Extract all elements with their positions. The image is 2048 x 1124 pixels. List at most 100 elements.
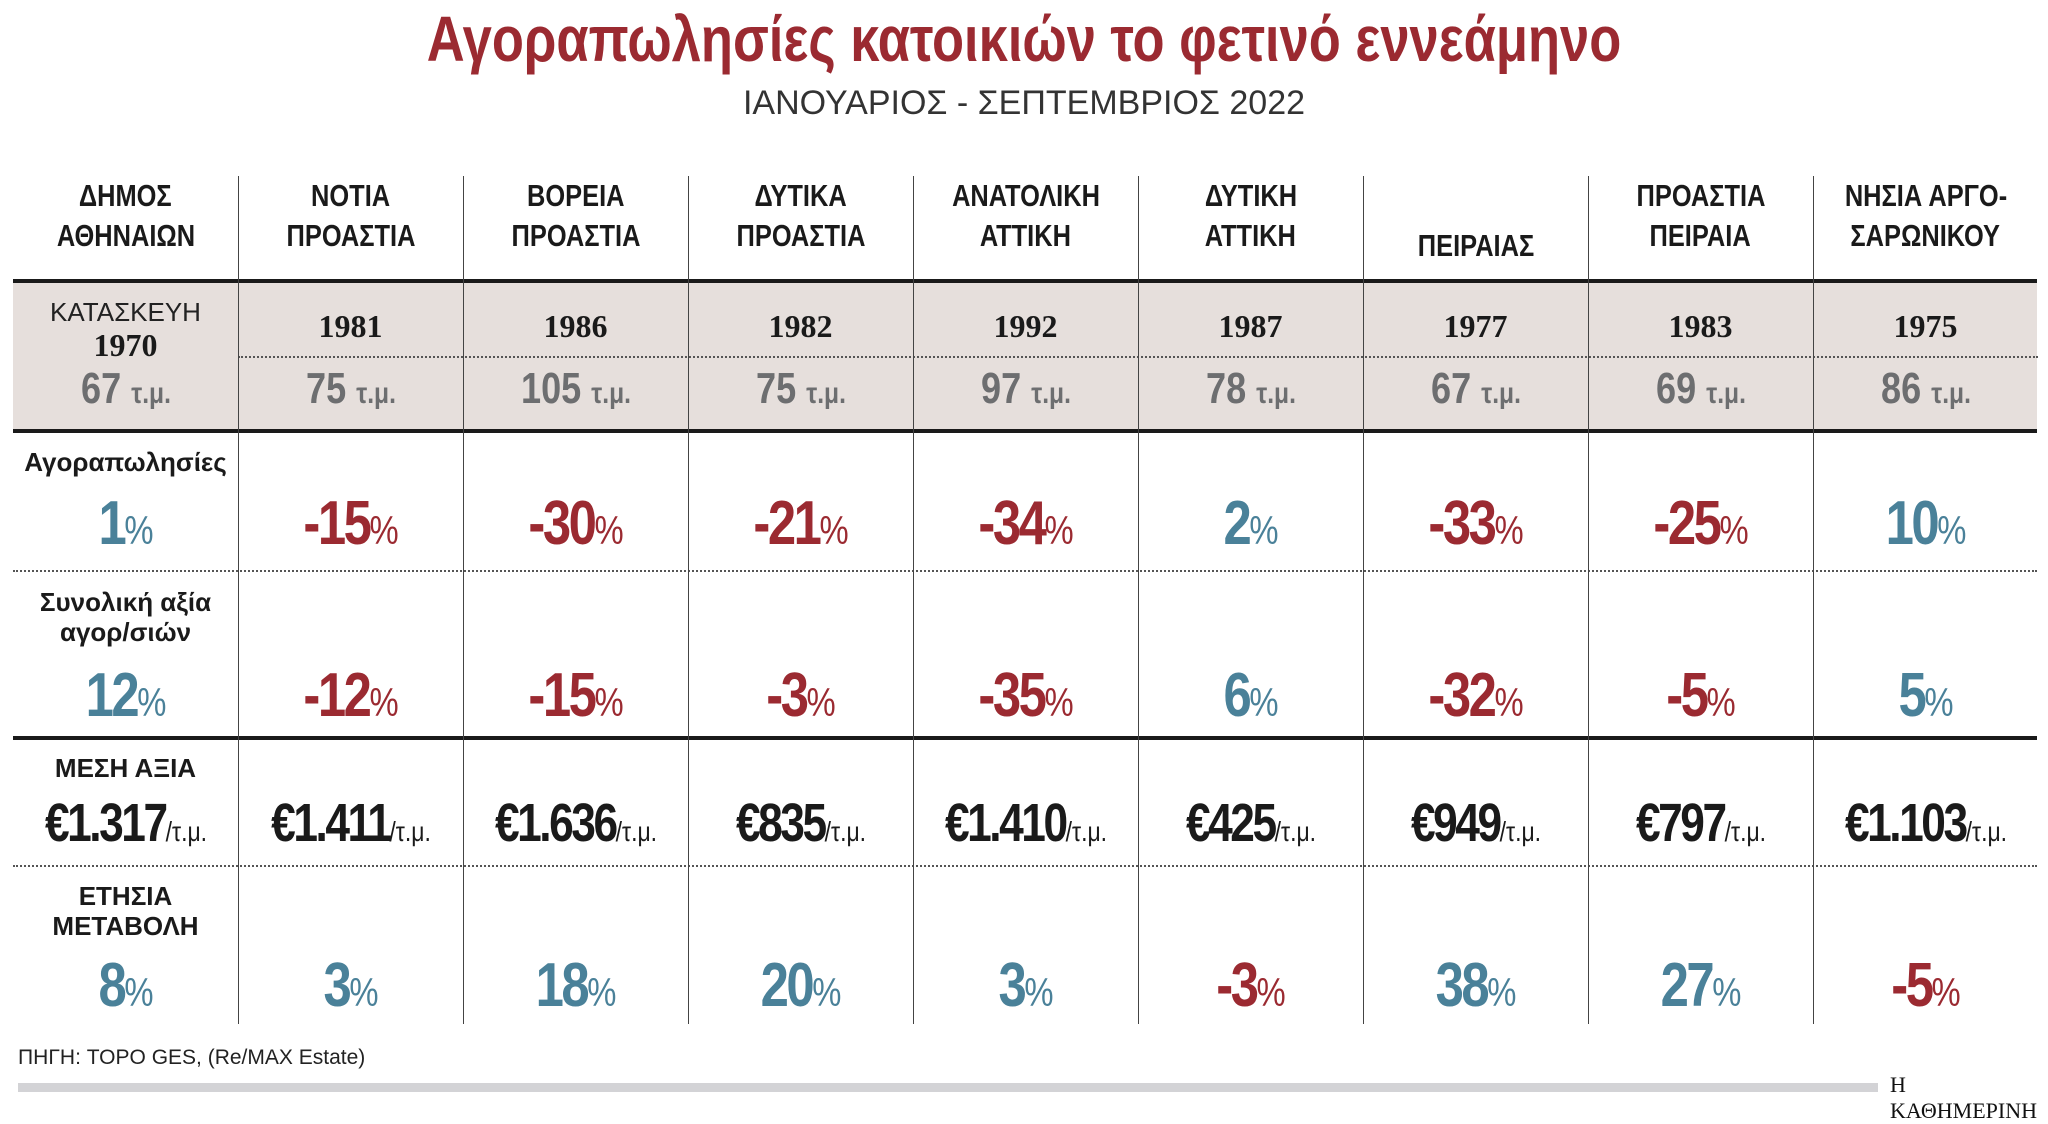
- floor-area: 97 τ.μ.: [971, 364, 1081, 414]
- sales-change: -33%: [1417, 488, 1533, 559]
- unit: /τ.μ.: [1724, 816, 1766, 847]
- annual-change: 38%: [1426, 950, 1525, 1021]
- unit: %: [348, 971, 378, 1015]
- construction-year: 1977: [1443, 308, 1508, 344]
- value: 67: [80, 364, 121, 413]
- column-header-line: ΠΡΟΑΣΤΙΑ: [736, 218, 865, 253]
- annual-change: 3%: [317, 950, 384, 1021]
- unit: /τ.μ.: [388, 816, 431, 847]
- unit: /τ.μ.: [1274, 816, 1316, 847]
- source-note: ΠΗΓΗ: TOPO GES, (Re/MAX Estate): [18, 1046, 366, 1069]
- column-header-line: ΠΡΟΑΣΤΙΑ: [1636, 178, 1765, 213]
- column-divider: [1138, 176, 1139, 1024]
- sales-divider: [13, 570, 2037, 572]
- annual-change: -5%: [1883, 950, 1968, 1021]
- value: -15: [302, 489, 372, 558]
- column-header-line: ΑΝΑΤΟΛΙΚΗ: [951, 178, 1100, 213]
- unit: /τ.μ.: [165, 816, 207, 847]
- column-header-line: ΒΟΡΕΙΑ: [526, 178, 625, 213]
- value: €797: [1635, 793, 1726, 853]
- total-value-change: -12%: [292, 660, 408, 731]
- footer-bar: [18, 1083, 1878, 1092]
- value: -25: [1652, 489, 1722, 558]
- annual-change: 3%: [992, 950, 1059, 1021]
- sales-change: -30%: [517, 488, 633, 559]
- average-price: €1.411/τ.μ.: [253, 792, 448, 854]
- value: 67: [1430, 364, 1471, 413]
- column-header-line: ΔΥΤΙΚΗ: [1204, 178, 1297, 213]
- value: 78: [1205, 364, 1246, 413]
- brand-logo: Η ΚΑΘΗΜΕΡΙΝΗ: [1890, 1072, 2037, 1123]
- unit: %: [1493, 681, 1524, 725]
- unit: %: [1718, 509, 1749, 553]
- unit: %: [1256, 971, 1286, 1015]
- unit: %: [1936, 509, 1966, 553]
- value: -5: [1665, 661, 1709, 730]
- unit: %: [1043, 509, 1074, 553]
- unit: τ.μ.: [1255, 377, 1296, 410]
- value: 10: [1885, 489, 1939, 558]
- column-divider: [688, 176, 689, 1024]
- floor-area: 67 τ.μ.: [71, 364, 181, 414]
- total-value-change: -35%: [967, 660, 1083, 731]
- column-header-line: ΠΡΟΑΣΤΙΑ: [286, 218, 415, 253]
- construction-label: ΚΑΤΑΣΚΕΥΗ: [50, 297, 201, 327]
- column-header: ΔΥΤΙΚΑ ΠΡΟΑΣΤΙΑ: [722, 176, 879, 256]
- value: -30: [527, 489, 597, 558]
- column-divider: [463, 176, 464, 1024]
- value: 18: [535, 951, 589, 1020]
- value: €835: [735, 793, 826, 853]
- value: €1.636: [494, 793, 617, 853]
- column-header: ΠΕΙΡΑΙΑΣ: [1404, 176, 1546, 266]
- price-divider: [13, 865, 2037, 867]
- value: 12: [85, 661, 139, 730]
- construction-year: 1987: [1218, 308, 1283, 344]
- unit: %: [1493, 509, 1524, 553]
- page-title-text: Αγοραπωλησίες κατοικιών το φετινό εννεάμ…: [426, 3, 1622, 75]
- unit: %: [1706, 681, 1736, 725]
- sales-change: 10%: [1876, 488, 1975, 559]
- annual-change: 20%: [751, 950, 850, 1021]
- construction-year: 1981: [318, 308, 383, 344]
- column-header-line: ΑΤΤΙΚΗ: [979, 218, 1072, 253]
- column-header: ΔΗΜΟΣ ΑΘΗΝΑΙΩΝ: [41, 176, 210, 256]
- total-value-change: -3%: [758, 660, 843, 731]
- construction-year: 1983: [1668, 308, 1733, 344]
- average-price: €835/τ.μ.: [721, 792, 880, 854]
- average-price: €949/τ.μ.: [1396, 792, 1555, 854]
- average-price: €1.636/τ.μ.: [477, 792, 675, 854]
- total-value-label: Συνολική αξία αγορ/σιών: [40, 587, 211, 647]
- unit: %: [593, 509, 624, 553]
- total-value-change: -32%: [1417, 660, 1533, 731]
- average-price: €1.317/τ.μ.: [27, 792, 225, 854]
- annual-change: 18%: [526, 950, 625, 1021]
- column-header: ΝΗΣΙΑ ΑΡΓΟ- ΣΑΡΩΝΙΚΟΥ: [1827, 176, 2025, 256]
- value: -33: [1427, 489, 1497, 558]
- value: 1: [98, 489, 126, 558]
- unit: %: [1248, 681, 1278, 725]
- column-header-line: ΔΗΜΟΣ: [79, 178, 172, 213]
- value: 97: [980, 364, 1021, 413]
- label-line: ΕΤΗΣΙΑ: [78, 881, 173, 911]
- average-price: €1.410/τ.μ.: [927, 792, 1125, 854]
- value: 86: [1880, 364, 1921, 413]
- floor-area: 69 τ.μ.: [1646, 364, 1756, 414]
- value: 27: [1660, 951, 1714, 1020]
- value: 6: [1223, 661, 1251, 730]
- column-divider: [1813, 176, 1814, 1024]
- sales-change: 1%: [92, 488, 159, 559]
- total-value-change: -15%: [517, 660, 633, 731]
- column-header-line: ΑΘΗΝΑΙΩΝ: [56, 218, 195, 253]
- value: -21: [752, 489, 822, 558]
- column-divider: [1363, 176, 1364, 1024]
- sales-change: 2%: [1217, 488, 1284, 559]
- value: 69: [1655, 364, 1696, 413]
- value: 38: [1435, 951, 1489, 1020]
- unit: %: [806, 681, 836, 725]
- unit: %: [1711, 971, 1741, 1015]
- total-value-change: 5%: [1892, 660, 1959, 731]
- column-divider: [238, 176, 239, 1024]
- value: €1.103: [1844, 793, 1967, 853]
- unit: %: [368, 681, 399, 725]
- value: -32: [1427, 661, 1497, 730]
